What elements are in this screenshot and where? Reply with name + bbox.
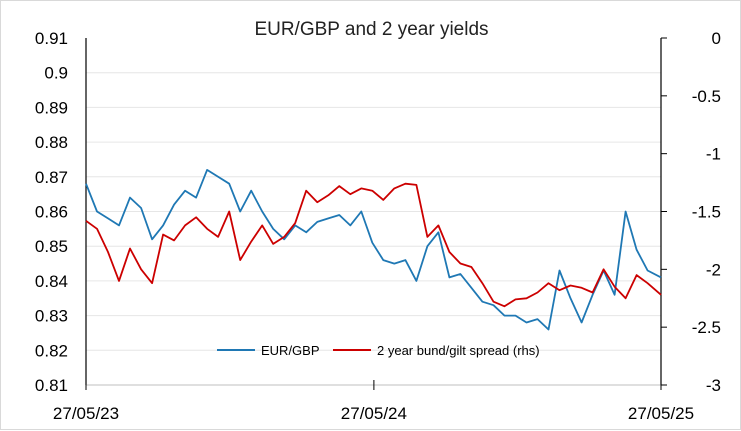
chart-title: EUR/GBP and 2 year yields: [254, 19, 489, 40]
series-line-eurgbp: [85, 168, 662, 331]
y-right-tick-label: -2: [706, 260, 721, 279]
series-line-bund-gilt-spread: [85, 182, 662, 308]
y-right-tick-label: -1.5: [692, 203, 721, 222]
y-left-tick-label: 0.85: [35, 237, 68, 256]
y-right-tick-label: -3: [706, 376, 721, 395]
y-left-tick-label: 0.84: [35, 272, 68, 291]
y-right-tick-label: -0.5: [692, 87, 721, 106]
y-left-tick-label: 0.91: [35, 29, 68, 48]
legend-label-spread: 2 year bund/gilt spread (rhs): [377, 343, 540, 358]
y-left-tick-label: 0.87: [35, 168, 68, 187]
y-left-tick-label: 0.89: [35, 98, 68, 117]
y-right-tick-label: -2.5: [692, 318, 721, 337]
y-left-tick-label: 0.83: [35, 307, 68, 326]
x-tick-label: 27/05/25: [628, 404, 694, 423]
y-left-tick-label: 0.86: [35, 203, 68, 222]
y-right-tick-label: 0: [712, 29, 721, 48]
x-tick-label: 27/05/23: [53, 404, 119, 423]
legend-label-eurgbp: EUR/GBP: [261, 343, 320, 358]
x-tick-label: 27/05/24: [341, 404, 407, 423]
y-left-tick-label: 0.82: [35, 341, 68, 360]
y-left-tick-label: 0.9: [44, 64, 68, 83]
y-right-tick-label: -1: [706, 145, 721, 164]
y-left-tick-label: 0.81: [35, 376, 68, 395]
y-left-tick-label: 0.88: [35, 133, 68, 152]
